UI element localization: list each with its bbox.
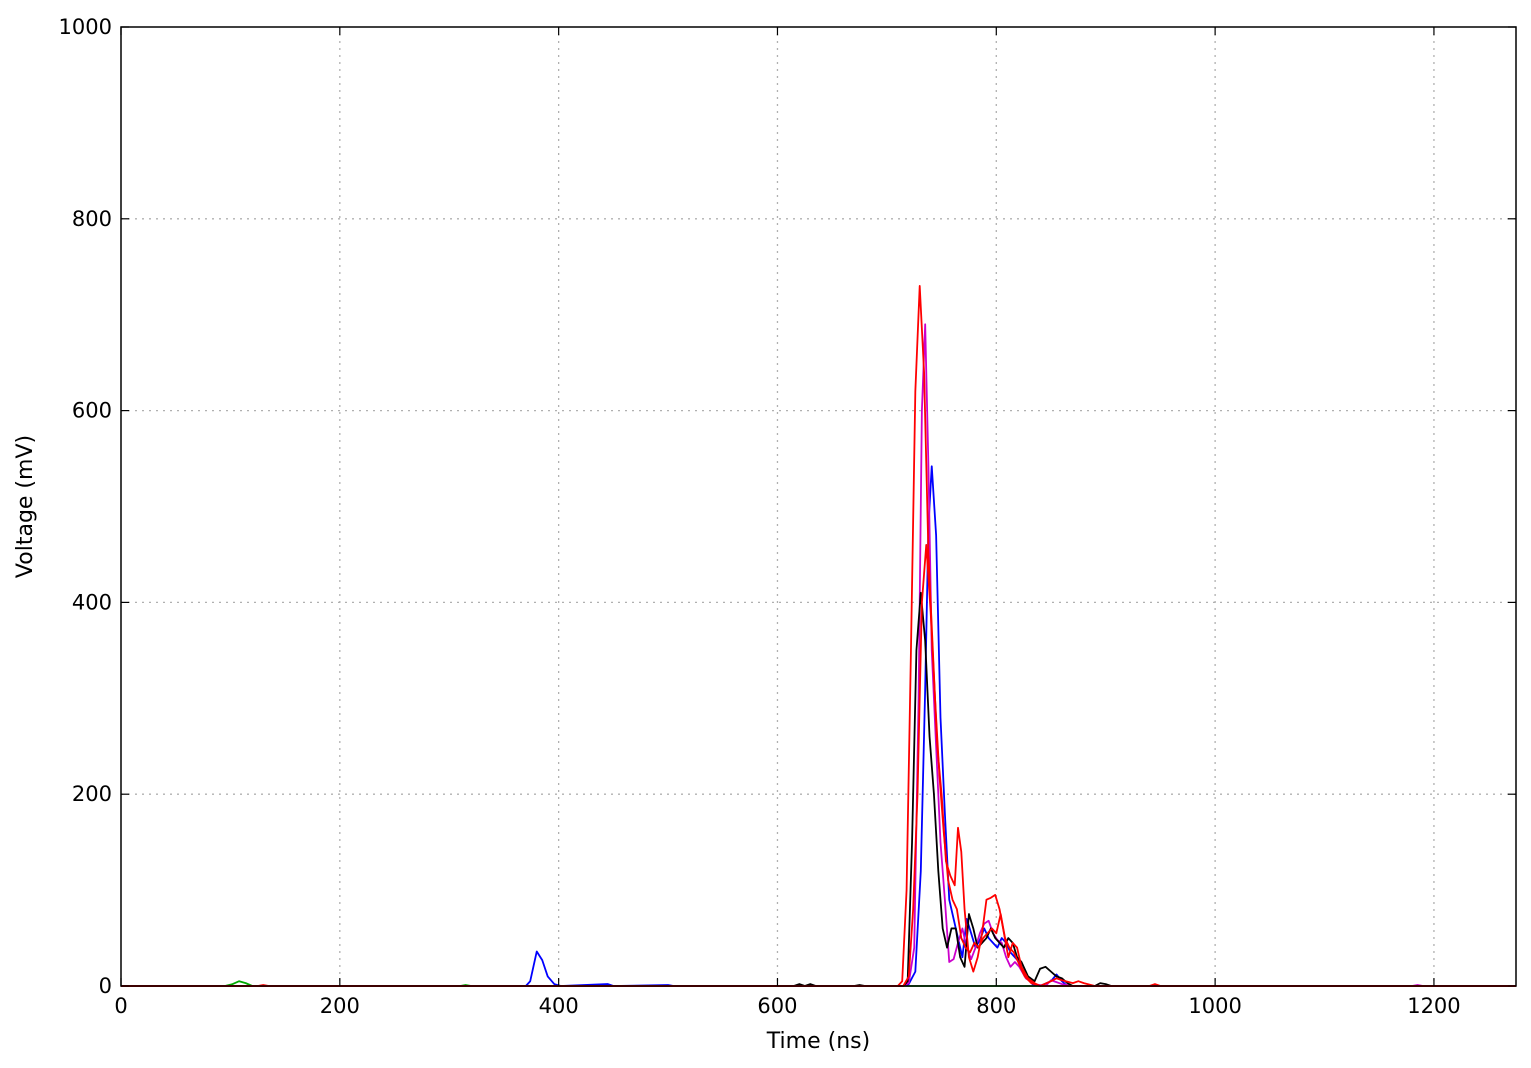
y-tick-label: 800: [72, 207, 112, 231]
y-tick-label: 400: [72, 590, 112, 614]
x-tick-label: 800: [976, 994, 1016, 1018]
y-tick-label: 200: [72, 782, 112, 806]
x-tick-label: 400: [539, 994, 579, 1018]
x-tick-label: 600: [757, 994, 797, 1018]
x-tick-label: 0: [114, 994, 127, 1018]
grid-lines: [121, 27, 1516, 986]
axis-ticks: [120, 26, 1516, 987]
x-tick-label: 200: [320, 994, 360, 1018]
y-tick-label: 600: [72, 399, 112, 423]
y-tick-label: 0: [99, 974, 112, 998]
x-tick-labels: 0 200 400 600 800 1000 1200: [114, 994, 1460, 1018]
x-axis-label: Time (ns): [766, 1029, 870, 1054]
y-tick-labels: 0 200 400 600 800 1000: [59, 15, 112, 998]
y-axis-label: Voltage (mV): [13, 435, 38, 578]
y-tick-label: 1000: [59, 15, 112, 39]
plot-frame: [120, 26, 1517, 987]
x-tick-label: 1200: [1407, 994, 1460, 1018]
x-tick-label: 1000: [1188, 994, 1241, 1018]
series-line-6: [121, 543, 1516, 987]
